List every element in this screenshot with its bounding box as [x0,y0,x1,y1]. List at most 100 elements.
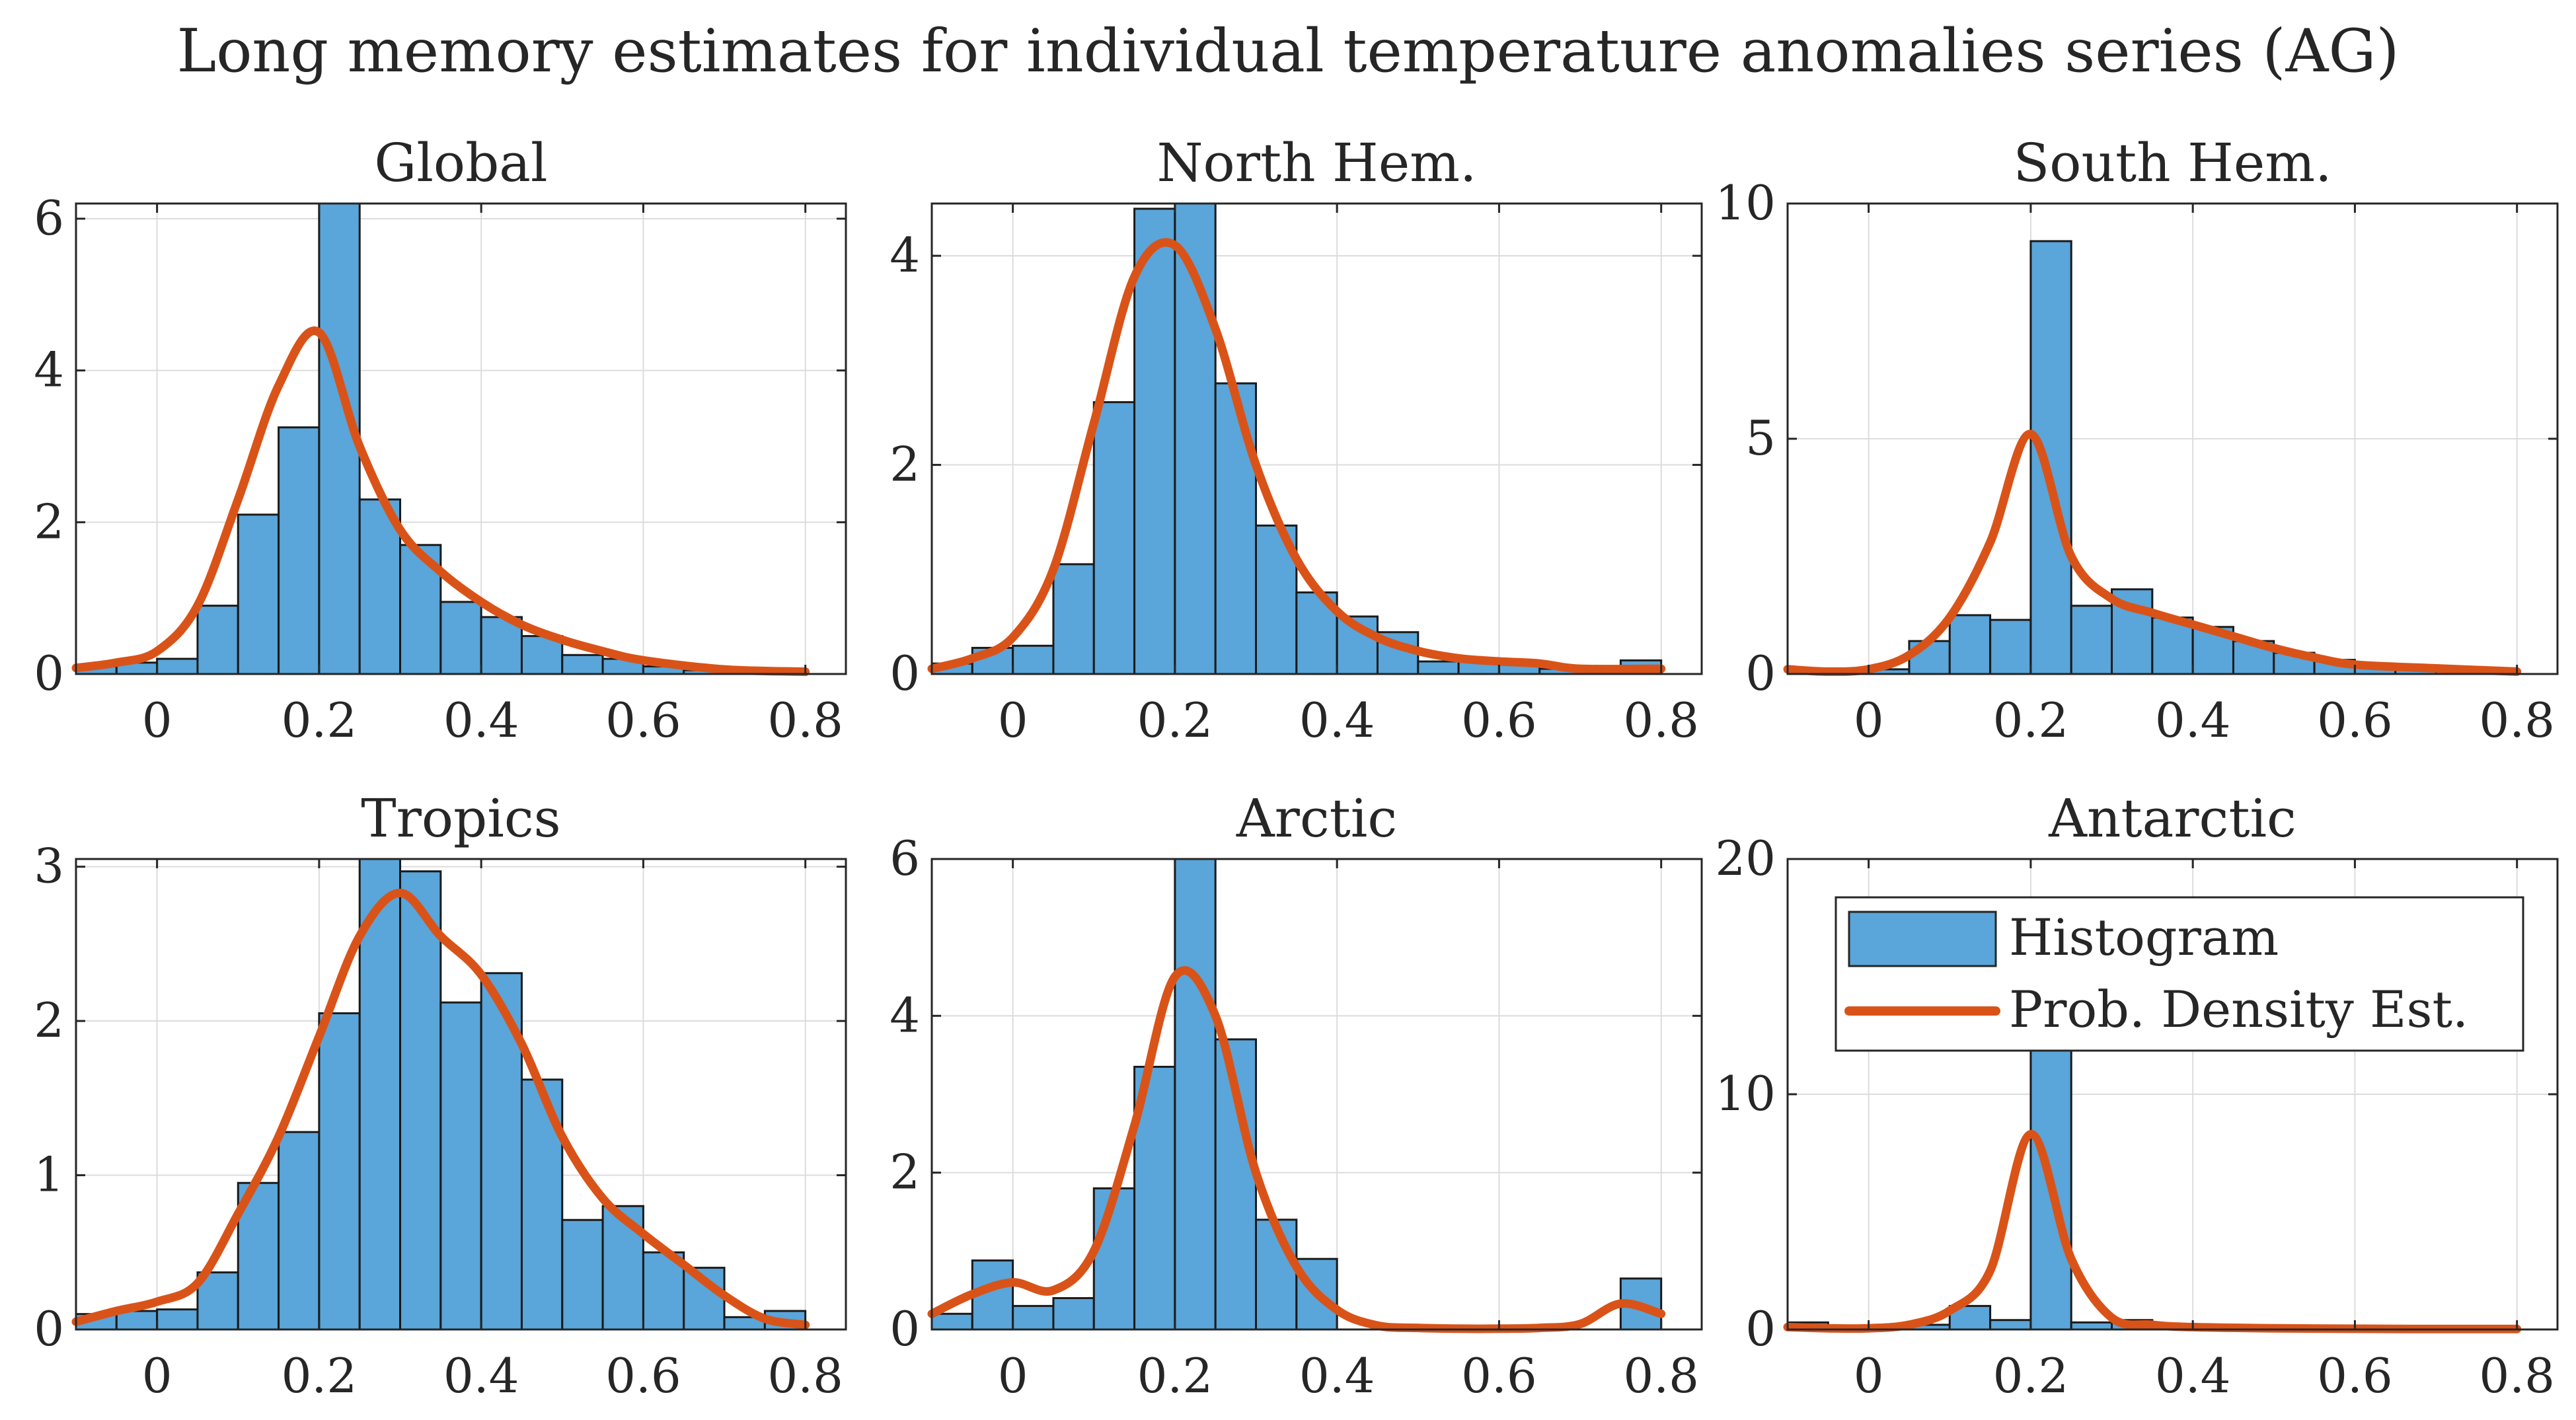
x-tick-label: 0.4 [1299,1348,1375,1403]
y-tick-label: 0 [890,1301,920,1357]
x-tick-label: 0 [998,692,1028,748]
panel-title: North Hem. [1157,132,1477,194]
histogram-bar [2070,605,2113,675]
histogram-bar [561,654,604,675]
histogram-bar [1133,207,1176,675]
histogram-bar [1295,591,1338,675]
x-tick-label: 0.6 [2317,692,2393,748]
histogram-bar [1417,660,1460,675]
axes-frame [930,202,1703,675]
histogram-bar [1052,1297,1095,1331]
legend: Histogram Prob. Density Est. [1835,896,2524,1052]
y-tick-label: 6 [34,190,64,246]
histogram-bar [2029,240,2072,675]
y-tick-label: 2 [890,1144,920,1200]
panel-title: South Hem. [2014,132,2332,194]
x-tick-label: 0 [142,692,172,748]
x-tick-label: 0.4 [443,1348,519,1403]
axes-background [932,859,1702,1329]
histogram-bar [278,1131,321,1331]
density-curve [927,238,1666,674]
x-tick-label: 0 [998,1348,1028,1403]
density-curve [71,888,810,1329]
x-tick-label: 0.2 [1137,692,1213,748]
histogram-bar [237,1181,280,1331]
x-tick-label: 0 [1854,692,1884,748]
histogram-bar [1214,382,1258,675]
panel-2: 0 0.2 0.4 0.6 0.8 0 5 10 South Hem. [1715,132,2559,748]
y-tick-label: 20 [1715,831,1776,886]
density-curve [71,326,810,677]
histogram-bar [156,1308,199,1331]
x-tick-label: 0.4 [2155,1348,2231,1403]
histogram-bar [318,1012,361,1331]
histogram-bar [561,1218,604,1331]
histogram-bar [1948,614,1992,675]
x-tick-label: 0.2 [1993,692,2069,748]
y-tick-label: 0 [1745,646,1776,701]
x-tick-label: 0.2 [1993,1348,2069,1403]
panel-title: Tropics [361,788,560,849]
histogram-bar [1012,644,1055,675]
histogram-bar [1989,618,2032,675]
x-tick-label: 0 [142,1348,172,1403]
histogram-bar [1092,401,1136,675]
y-tick-label: 10 [1715,175,1776,231]
histogram-bar [1012,1304,1055,1331]
legend-histogram-swatch [1848,911,1997,967]
histogram-bar [196,605,239,675]
density-curve [1783,430,2522,676]
figure-title: Long memory estimates for individual tem… [176,17,2399,86]
y-tick-label: 6 [890,831,920,886]
histogram-bar [1174,858,1217,1331]
y-tick-label: 2 [34,992,64,1048]
y-tick-label: 0 [890,646,920,701]
panel-1: 0 0.2 0.4 0.6 0.8 0 2 4 North Hem. [890,132,1703,748]
histogram-bar [439,601,482,675]
histogram-bar [1989,1319,2032,1331]
x-tick-label: 0.2 [282,692,358,748]
y-tick-label: 4 [890,227,920,283]
y-tick-label: 10 [1715,1066,1776,1121]
x-tick-label: 0.2 [282,1348,358,1403]
panel-0: 0 0.2 0.4 0.6 0.8 0 2 4 6 Global [34,132,847,748]
panel-4: 0 0.2 0.4 0.6 0.8 0 2 4 6 Arctic [890,788,1703,1403]
y-tick-label: 0 [1745,1301,1776,1357]
histogram-bar [1255,1218,1298,1331]
y-tick-label: 2 [34,494,64,549]
histogram-bar [1052,563,1095,675]
histogram-bar [399,870,442,1331]
x-tick-label: 0.6 [605,692,681,748]
x-tick-label: 0.6 [1461,692,1537,748]
histogram-bar [358,498,402,675]
x-tick-label: 0.8 [1623,1348,1699,1403]
panel-title: Arctic [1236,788,1397,849]
y-tick-label: 0 [34,646,64,701]
panel-title: Antarctic [2048,788,2296,849]
axes-frame [75,858,847,1331]
histogram-bar [278,426,321,675]
axes-frame [75,202,847,675]
panel-3: 0 0.2 0.4 0.6 0.8 0 1 2 3 Tropics [34,788,847,1403]
panel-5: 0 0.2 0.4 0.6 0.8 0 10 20 Antarctic [1715,788,2559,1403]
y-tick-label: 3 [34,839,64,894]
histogram-bar [2070,1321,2113,1331]
x-tick-label: 0.4 [1299,692,1375,748]
y-tick-label: 5 [1745,410,1776,466]
x-tick-label: 0.4 [443,692,519,748]
legend-pde-label: Prob. Density Est. [2009,980,2468,1039]
x-tick-label: 0.4 [2155,692,2231,748]
y-tick-label: 4 [890,987,920,1043]
x-tick-label: 0 [1854,1348,1884,1403]
y-tick-label: 1 [34,1147,64,1203]
y-tick-label: 4 [34,342,64,398]
legend-histogram-label: Histogram [2009,908,2279,967]
x-tick-label: 0.6 [1461,1348,1537,1403]
histogram-bar [930,1312,973,1331]
histogram-bar [156,657,199,675]
x-tick-label: 0.8 [2479,1348,2555,1403]
x-tick-label: 0.8 [767,692,843,748]
histogram-bar [439,1001,482,1331]
panel-title: Global [374,132,547,194]
